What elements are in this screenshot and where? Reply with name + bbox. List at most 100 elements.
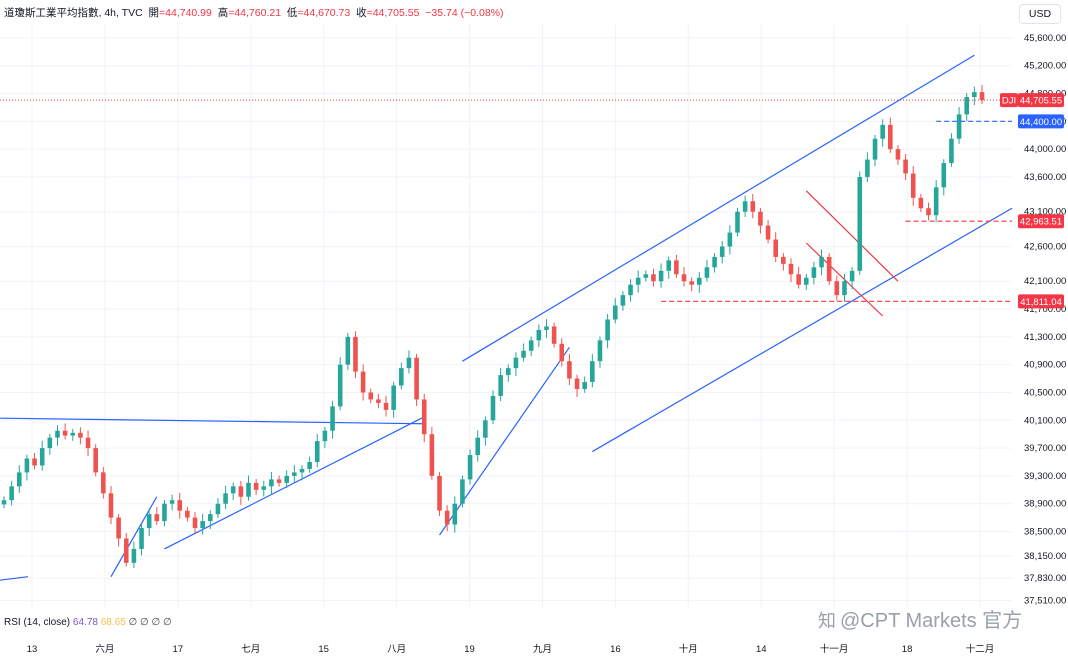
- open-value: =44,740.99: [159, 7, 212, 19]
- x-tick-label: 七月: [241, 644, 260, 655]
- candle: [727, 225, 733, 255]
- x-tick-label: 十二月: [966, 643, 995, 655]
- y-tick-label: 39,700.00: [1024, 443, 1066, 454]
- x-tick-label: 19: [464, 644, 475, 655]
- y-tick-label: 42,600.00: [1024, 241, 1066, 252]
- candle: [811, 261, 817, 285]
- candle-body: [406, 357, 412, 369]
- candle-body: [16, 472, 22, 487]
- candle-body: [658, 270, 664, 282]
- price-tag: [1018, 114, 1064, 129]
- y-tick-label: 43,600.00: [1024, 172, 1066, 183]
- candle: [972, 86, 977, 105]
- price-tags: DJI 44,705.55 44,400.00 42,963.51 41,811.04: [1000, 93, 1064, 309]
- candle: [269, 472, 274, 495]
- candle-body: [131, 548, 137, 563]
- price-levels: [0, 99, 1012, 302]
- candle-body: [215, 503, 221, 515]
- candle: [651, 268, 656, 287]
- low-label: 低: [286, 7, 298, 19]
- candle-body: [1, 500, 7, 505]
- candle: [452, 496, 458, 533]
- x-tick-label: 17: [173, 644, 184, 655]
- candle: [421, 393, 427, 443]
- candle: [139, 524, 144, 556]
- candle-body: [376, 399, 381, 403]
- candle-body: [903, 159, 908, 174]
- candle: [704, 260, 710, 282]
- candle-body: [842, 281, 847, 296]
- candle-body: [559, 343, 565, 362]
- candle-body: [666, 260, 672, 271]
- x-tick-label: 18: [902, 644, 913, 655]
- price-tag-value: 44,400.00: [1020, 117, 1062, 128]
- candle: [544, 319, 549, 338]
- candle: [788, 258, 794, 283]
- candle: [276, 475, 282, 487]
- candle: [773, 232, 778, 263]
- price-tag: [1018, 93, 1064, 108]
- y-tick-label: 44,000.00: [1024, 144, 1066, 155]
- candle-body: [139, 528, 144, 549]
- candle-body: [55, 430, 60, 438]
- candle-body: [200, 521, 205, 529]
- candle-body: [849, 270, 855, 282]
- candle: [230, 482, 236, 500]
- candle: [697, 272, 702, 293]
- candle: [521, 343, 526, 362]
- candle: [674, 254, 679, 279]
- candle: [154, 506, 160, 525]
- x-tick-label: 十月: [679, 643, 698, 655]
- candle: [330, 400, 335, 439]
- lower-channel: [592, 207, 1013, 453]
- candle-body: [116, 517, 121, 539]
- candle-body: [146, 514, 152, 529]
- candle: [857, 171, 863, 275]
- y-tick-label: 45,600.00: [1024, 33, 1066, 44]
- candle: [16, 465, 22, 493]
- candle: [498, 367, 503, 402]
- candle: [849, 266, 855, 290]
- candle-body: [742, 201, 748, 212]
- candle-body: [437, 475, 442, 511]
- candle: [826, 253, 832, 286]
- candle-body: [528, 340, 534, 351]
- candle: [628, 279, 633, 302]
- candle: [735, 207, 740, 237]
- candle: [292, 465, 297, 483]
- candle-body: [551, 326, 557, 344]
- candle-body: [872, 138, 878, 160]
- price-tag: [1018, 214, 1064, 229]
- rsi-value-2: 68.65: [100, 617, 126, 628]
- grid-lines: [0, 24, 1012, 608]
- candle-body: [964, 97, 970, 115]
- candle-body: [414, 357, 419, 400]
- candle: [55, 425, 60, 446]
- candle-body: [605, 319, 610, 341]
- candle-body: [521, 350, 526, 358]
- candle: [368, 388, 374, 404]
- candle-body: [834, 281, 840, 296]
- candle-body: [238, 486, 244, 497]
- candle: [597, 336, 603, 368]
- candle: [345, 333, 351, 370]
- rsi-label-text: RSI (14, close): [4, 617, 71, 628]
- candle: [842, 273, 847, 302]
- candle: [246, 475, 251, 501]
- candle: [765, 220, 771, 244]
- candle-body: [788, 263, 794, 275]
- candle-body: [429, 434, 435, 476]
- candle-body: [253, 482, 259, 490]
- currency-button[interactable]: USD: [1019, 4, 1061, 24]
- candle-body: [47, 437, 53, 449]
- candle-body: [689, 281, 694, 285]
- candle-body: [177, 500, 183, 511]
- candle-body: [681, 274, 687, 282]
- candle-body: [78, 432, 83, 438]
- candle: [903, 154, 908, 181]
- candle: [429, 426, 435, 480]
- candle: [444, 505, 450, 532]
- candle: [116, 513, 121, 547]
- candle-body: [865, 159, 870, 177]
